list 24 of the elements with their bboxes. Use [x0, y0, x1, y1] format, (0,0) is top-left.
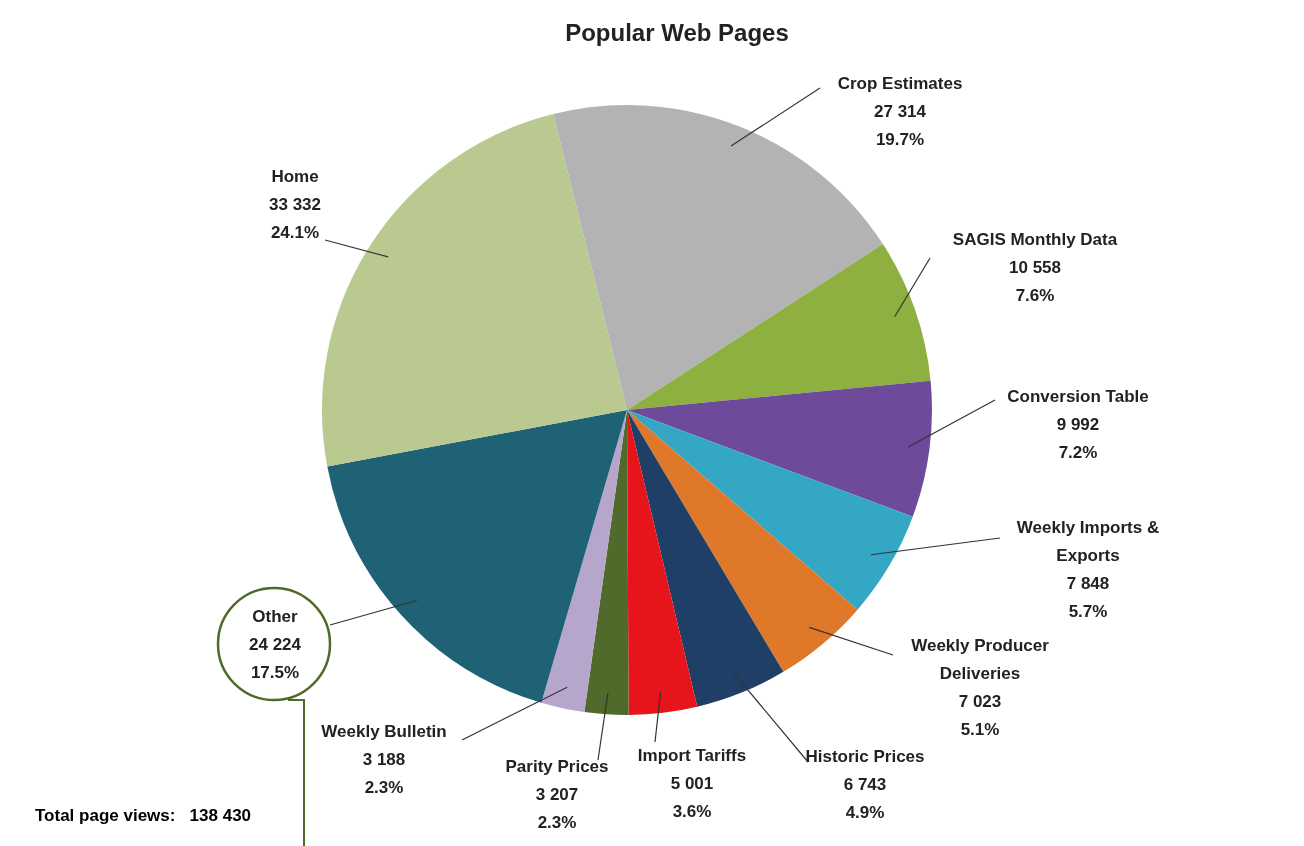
data-label: 33 332 24.1% [269, 194, 321, 242]
data-label: 3 188 2.3% [362, 749, 406, 797]
slice-label: Parity Prices [505, 756, 609, 776]
slice-label: Conversion Table [1007, 386, 1149, 406]
slice-label: Home [271, 166, 319, 186]
text: Total page views: 138 430 [35, 806, 252, 826]
data-label: 6 743 4.9% [843, 774, 887, 822]
slice-label: Weekly Imports & Exports [1016, 517, 1160, 565]
slice-label: Crop Estimates [837, 73, 963, 93]
slice-label: Other [252, 606, 299, 626]
slice-label: SAGIS Monthly Data [952, 229, 1118, 249]
data-label: 9 992 7.2% [1056, 414, 1100, 462]
data-label: 3 207 2.3% [535, 784, 579, 832]
slice-label: Weekly Bulletin [321, 721, 447, 741]
data-label: 7 848 5.7% [1066, 573, 1110, 621]
data-label: 7 023 5.1% [958, 691, 1002, 739]
data-label: 5 001 3.6% [670, 773, 714, 821]
data-label: 10 558 7.6% [1009, 257, 1061, 305]
data-label: 27 314 19.7% [874, 101, 927, 149]
chart-title: Popular Web Pages [565, 18, 789, 46]
slice-label: Weekly Producer Deliveries [911, 635, 1050, 683]
data-label: 24 224 17.5% [249, 634, 302, 682]
slice-label: Historic Prices [805, 746, 925, 766]
slice-label: Import Tariffs [637, 745, 747, 765]
